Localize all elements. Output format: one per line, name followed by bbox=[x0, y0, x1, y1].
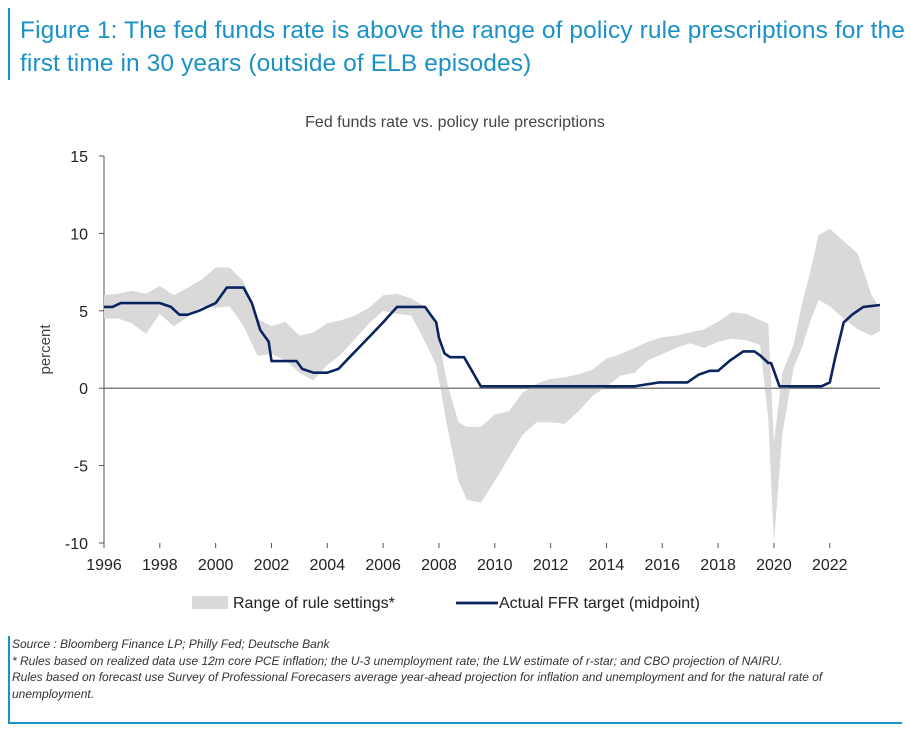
x-tick-label: 2020 bbox=[756, 557, 792, 574]
x-tick-label: 1996 bbox=[86, 557, 122, 574]
y-tick-label: -10 bbox=[65, 536, 88, 553]
methodology-note-1: * Rules based on realized data use 12m c… bbox=[12, 653, 783, 668]
y-tick-label: 15 bbox=[70, 149, 88, 166]
x-tick-label: 2008 bbox=[421, 557, 457, 574]
x-tick-label: 2018 bbox=[700, 557, 736, 574]
y-tick-label: 10 bbox=[70, 226, 88, 243]
x-tick-label: 2022 bbox=[812, 557, 848, 574]
x-tick-label: 2010 bbox=[477, 557, 513, 574]
legend-band-label: Range of rule settings* bbox=[233, 595, 395, 612]
y-axis-label: percent bbox=[37, 324, 54, 375]
figure-footer: Source : Bloomberg Finance LP; Philly Fe… bbox=[8, 636, 902, 724]
x-tick-label: 2014 bbox=[589, 557, 625, 574]
methodology-note-2: Rules based on forecast use Survey of Pr… bbox=[12, 670, 823, 701]
x-axis-ticks: 1996 1998 2000 2002 2004 2006 2008 2010 2012 2014… bbox=[86, 387, 880, 574]
figure-title: Figure 1: The fed funds rate is above th… bbox=[20, 17, 905, 77]
y-tick-label: 0 bbox=[79, 381, 88, 398]
y-tick-label: -5 bbox=[74, 459, 88, 476]
chart-title: Fed funds rate vs. policy rule prescript… bbox=[305, 114, 605, 131]
ffr-target-line bbox=[104, 286, 881, 388]
source-note: Source : Bloomberg Finance LP; Philly Fe… bbox=[12, 637, 330, 651]
y-tick-label: 5 bbox=[79, 304, 88, 321]
plot-area bbox=[104, 228, 881, 544]
x-tick-label: 2006 bbox=[365, 557, 401, 574]
chart-svg: Fed funds rate vs. policy rule prescript… bbox=[37, 114, 881, 612]
x-tick-label: 1998 bbox=[142, 557, 178, 574]
legend: Range of rule settings* Actual FFR targe… bbox=[192, 595, 700, 612]
x-tick-label: 2000 bbox=[198, 557, 234, 574]
y-axis-ticks: 15 10 5 0 -5 -10 bbox=[65, 149, 105, 553]
legend-line-label: Actual FFR target (midpoint) bbox=[499, 595, 700, 612]
x-tick-label: 2016 bbox=[644, 557, 680, 574]
figure-header: Figure 1: The fed funds rate is above th… bbox=[8, 8, 910, 80]
chart-area: Fed funds rate vs. policy rule prescript… bbox=[0, 100, 910, 625]
x-tick-label: 2012 bbox=[533, 557, 569, 574]
legend-band-swatch bbox=[192, 596, 228, 609]
x-tick-label: 2004 bbox=[310, 557, 346, 574]
rule-range-band bbox=[104, 228, 880, 544]
x-tick-label: 2002 bbox=[254, 557, 290, 574]
